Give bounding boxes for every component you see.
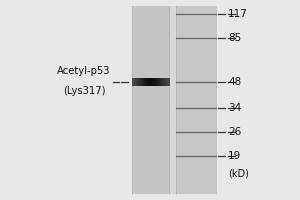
Text: 85: 85 xyxy=(228,33,241,43)
Bar xyxy=(176,6,216,194)
Bar xyxy=(132,6,170,194)
Text: 117: 117 xyxy=(228,9,248,19)
Text: 48: 48 xyxy=(228,77,241,87)
Text: 26: 26 xyxy=(228,127,241,137)
Text: (Lys317): (Lys317) xyxy=(63,86,105,96)
Text: (kD): (kD) xyxy=(228,169,249,179)
Bar xyxy=(132,6,216,194)
Text: 34: 34 xyxy=(228,103,241,113)
Text: Acetyl-p53: Acetyl-p53 xyxy=(57,66,111,76)
Text: 19: 19 xyxy=(228,151,241,161)
